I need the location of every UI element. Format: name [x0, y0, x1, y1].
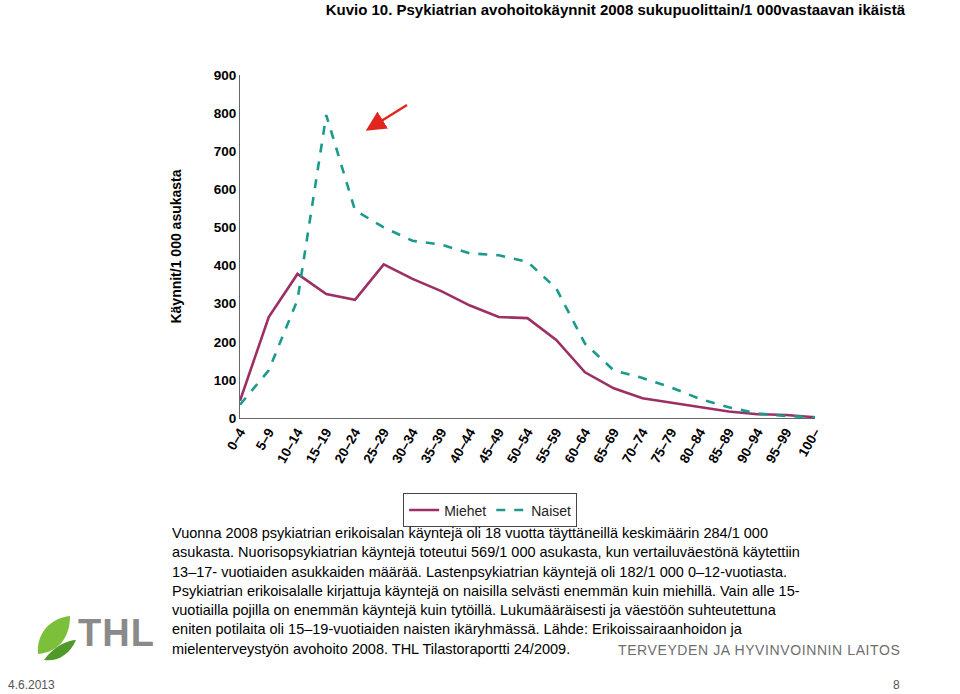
svg-text:10–14: 10–14 — [274, 425, 306, 465]
html-text:Psykiatrian erikoisalalle kirj: Psykiatrian erikoisalalle kirjattuja käy… — [172, 582, 800, 599]
svg-text:30–34: 30–34 — [389, 425, 421, 465]
html-text:Vuonna 2008 psykiatrian erikoi: Vuonna 2008 psykiatrian erikoisalan käyn… — [172, 525, 768, 541]
svg-text:300: 300 — [214, 296, 237, 311]
html-text:4.6.2013: 4.6.2013 — [8, 678, 55, 692]
svg-text:900: 900 — [214, 68, 237, 83]
svg-text:100–: 100– — [795, 425, 823, 459]
svg-text:80–84: 80–84 — [677, 425, 709, 465]
svg-text:Miehet: Miehet — [444, 503, 486, 519]
html-text:mielenterveystyön avohoito 200: mielenterveystyön avohoito 2008. THL Til… — [172, 640, 571, 657]
html-text:TERVEYDEN JA HYVINVOINNIN LAIT: TERVEYDEN JA HYVINVOINNIN LAITOS — [618, 642, 901, 658]
svg-text:85–89: 85–89 — [705, 426, 737, 466]
html-text:THL: THL — [78, 612, 155, 654]
svg-text:600: 600 — [214, 182, 237, 197]
svg-text:90–94: 90–94 — [734, 425, 766, 465]
svg-text:75–79: 75–79 — [648, 426, 680, 466]
svg-text:60–64: 60–64 — [562, 425, 594, 465]
svg-text:45–49: 45–49 — [475, 426, 507, 466]
svg-text:800: 800 — [214, 106, 237, 121]
svg-text:50–54: 50–54 — [504, 425, 536, 465]
svg-text:0–4: 0–4 — [224, 425, 248, 452]
svg-text:Käynnit/1 000 asukasta: Käynnit/1 000 asukasta — [168, 169, 184, 323]
svg-text:Kuvio 10. Psykiatrian avohoito: Kuvio 10. Psykiatrian avohoitokäynnit 20… — [326, 1, 906, 18]
svg-text:500: 500 — [214, 220, 237, 235]
html-text:asukasta. Nuorisopsykiatrian k: asukasta. Nuorisopsykiatrian käyntejä to… — [172, 544, 800, 561]
html-text:vuotiailla pojilla on enemmän: vuotiailla pojilla on enemmän käyntejä k… — [172, 602, 776, 619]
svg-text:15–19: 15–19 — [303, 426, 335, 466]
svg-text:0: 0 — [229, 411, 237, 426]
svg-text:100: 100 — [214, 373, 237, 388]
svg-text:20–24: 20–24 — [332, 425, 364, 465]
svg-text:700: 700 — [214, 144, 237, 159]
svg-text:Naiset: Naiset — [531, 503, 571, 519]
svg-text:65–69: 65–69 — [590, 426, 622, 466]
svg-text:95–99: 95–99 — [763, 426, 795, 466]
html-text:8: 8 — [893, 678, 900, 692]
svg-text:40–44: 40–44 — [447, 425, 479, 465]
svg-text:5–9: 5–9 — [253, 426, 277, 453]
svg-text:200: 200 — [214, 335, 237, 350]
svg-text:70–74: 70–74 — [619, 425, 651, 465]
svg-text:35–39: 35–39 — [418, 426, 450, 466]
svg-text:55–59: 55–59 — [533, 426, 565, 466]
html-text:13–17- vuotiaiden asukkaiden m: 13–17- vuotiaiden asukkaiden määrää. Las… — [172, 563, 787, 580]
svg-text:400: 400 — [214, 258, 237, 273]
html-text:eniten potilaita oli 15–19-vuo: eniten potilaita oli 15–19-vuotiaiden na… — [172, 621, 742, 638]
svg-text:25–29: 25–29 — [360, 426, 392, 466]
